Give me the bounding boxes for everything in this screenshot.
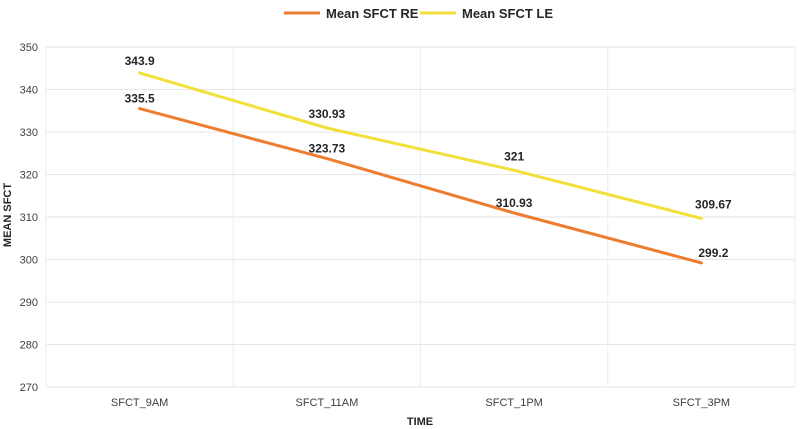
y-tick-label: 270: [20, 382, 38, 394]
data-point: [138, 71, 142, 75]
y-axis-ticks: 270 280 290 300 310 320 330 340 350: [20, 42, 38, 394]
data-label: 323.73: [309, 142, 346, 156]
y-tick-label: 350: [20, 42, 38, 54]
data-point: [512, 211, 516, 215]
series-lines: [138, 71, 703, 265]
data-label: 299.2: [698, 246, 728, 260]
series-line-re: [139, 107, 702, 265]
x-tick-label: SFCT_11AM: [295, 397, 358, 409]
y-tick-label: 290: [20, 297, 38, 309]
y-tick-label: 280: [20, 340, 38, 352]
data-point: [699, 216, 703, 220]
x-axis-ticks: SFCT_9AM SFCT_11AM SFCT_1PM SFCT_3PM: [111, 397, 730, 409]
data-point: [512, 168, 516, 172]
data-label: 335.5: [125, 92, 155, 106]
x-tick-label: SFCT_3PM: [673, 397, 730, 409]
legend: Mean SFCT RE Mean SFCT LE: [284, 6, 553, 21]
data-label: 310.93: [496, 196, 533, 210]
series-line-le: [139, 71, 702, 220]
y-tick-label: 300: [20, 255, 38, 267]
data-labels: 335.5 323.73 310.93 299.2 343.9 330.93 321 309.…: [125, 54, 732, 260]
y-tick-label: 320: [20, 170, 38, 182]
y-tick-label: 310: [20, 212, 38, 224]
x-axis-title: TIME: [407, 416, 433, 428]
y-axis-title: MEAN SFCT: [2, 183, 14, 247]
legend-label: Mean SFCT LE: [462, 6, 553, 21]
gridlines: [45, 46, 796, 388]
data-point: [325, 157, 329, 161]
data-point: [138, 107, 142, 111]
y-tick-label: 340: [20, 85, 38, 97]
data-label: 343.9: [125, 54, 155, 68]
data-label: 321: [504, 149, 524, 163]
x-tick-label: SFCT_1PM: [485, 397, 542, 409]
data-label: 309.67: [695, 197, 732, 211]
x-tick-label: SFCT_9AM: [111, 397, 168, 409]
y-tick-label: 330: [20, 127, 38, 139]
data-point: [325, 126, 329, 130]
legend-label: Mean SFCT RE: [326, 6, 419, 21]
data-point: [699, 261, 703, 265]
data-label: 330.93: [309, 107, 346, 121]
